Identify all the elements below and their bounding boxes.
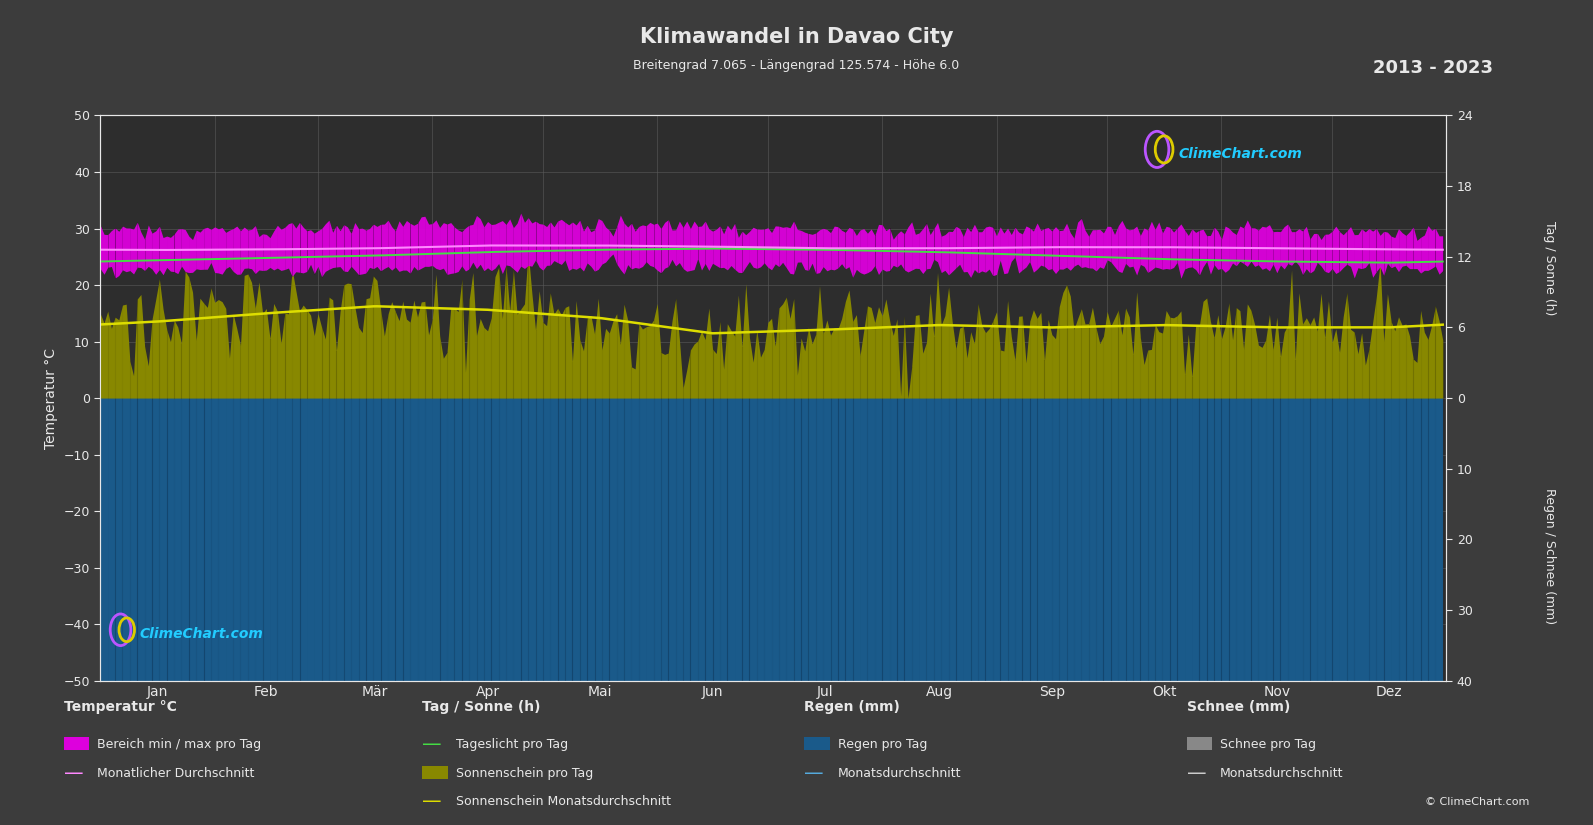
Text: Schnee (mm): Schnee (mm) xyxy=(1187,700,1290,714)
Text: ClimeChart.com: ClimeChart.com xyxy=(139,627,263,641)
Text: Bereich min / max pro Tag: Bereich min / max pro Tag xyxy=(97,738,261,751)
Text: —: — xyxy=(422,734,441,754)
Text: Monatsdurchschnitt: Monatsdurchschnitt xyxy=(1220,766,1344,780)
Text: Breitengrad 7.065 - Längengrad 125.574 - Höhe 6.0: Breitengrad 7.065 - Längengrad 125.574 -… xyxy=(634,59,959,73)
Text: —: — xyxy=(804,763,824,783)
Text: Regen / Schnee (mm): Regen / Schnee (mm) xyxy=(1544,488,1556,625)
Text: 2013 - 2023: 2013 - 2023 xyxy=(1373,59,1493,78)
Text: —: — xyxy=(1187,763,1206,783)
Text: Tag / Sonne (h): Tag / Sonne (h) xyxy=(1544,221,1556,315)
Text: Regen pro Tag: Regen pro Tag xyxy=(838,738,927,751)
Text: Tageslicht pro Tag: Tageslicht pro Tag xyxy=(456,738,567,751)
Text: Tag / Sonne (h): Tag / Sonne (h) xyxy=(422,700,540,714)
Text: Sonnenschein pro Tag: Sonnenschein pro Tag xyxy=(456,766,593,780)
Text: Monatsdurchschnitt: Monatsdurchschnitt xyxy=(838,766,962,780)
Text: ClimeChart.com: ClimeChart.com xyxy=(1179,147,1301,161)
Text: —: — xyxy=(422,792,441,812)
Text: Monatlicher Durchschnitt: Monatlicher Durchschnitt xyxy=(97,766,255,780)
Text: Schnee pro Tag: Schnee pro Tag xyxy=(1220,738,1316,751)
Text: —: — xyxy=(64,763,83,783)
Text: Sonnenschein Monatsdurchschnitt: Sonnenschein Monatsdurchschnitt xyxy=(456,795,671,808)
Text: Temperatur °C: Temperatur °C xyxy=(64,700,177,714)
Text: Klimawandel in Davao City: Klimawandel in Davao City xyxy=(640,27,953,47)
Text: Regen (mm): Regen (mm) xyxy=(804,700,900,714)
Text: © ClimeChart.com: © ClimeChart.com xyxy=(1424,797,1529,807)
Y-axis label: Temperatur °C: Temperatur °C xyxy=(45,347,57,449)
